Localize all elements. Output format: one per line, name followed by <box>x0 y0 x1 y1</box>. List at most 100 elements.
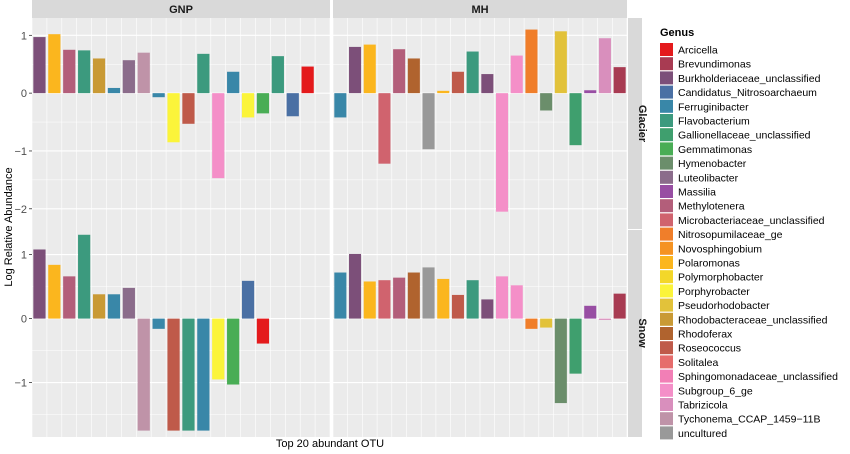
y-tick-label: −2 <box>14 204 27 216</box>
bar-tabrizicola <box>598 318 611 320</box>
legend-swatch-flavobacterium <box>660 114 673 127</box>
legend-label-solitalea: Solitalea <box>678 357 718 369</box>
y-axis: 1 0 −1 −2 1 0 −1 <box>14 30 32 390</box>
bar-burkholderiaceae-unclassified <box>349 46 362 94</box>
y-tick-label: 1 <box>21 30 27 42</box>
bar-polaromonas <box>48 264 61 319</box>
panel-gnp-snow <box>31 229 331 437</box>
legend-label-gallionellaceae-unclassified: Gallionellaceae_unclassified <box>678 130 811 142</box>
plot-panels <box>31 18 628 437</box>
bar-roseococcus <box>451 294 464 319</box>
legend-title: Genus <box>660 27 694 39</box>
legend-swatch-ferruginibacter <box>660 99 673 113</box>
legend-label-rhodoferax: Rhodoferax <box>678 329 733 341</box>
bar-roseococcus <box>167 318 180 431</box>
legend-swatch-massilia <box>660 185 673 198</box>
bar-uncultured <box>422 267 435 319</box>
legend-label-tabrizicola: Tabrizicola <box>678 400 728 412</box>
legend-label-brevundimonas: Brevundimonas <box>678 59 751 71</box>
strip-snow <box>628 230 642 437</box>
bar-luteolibacter <box>122 287 135 319</box>
legend-swatch-subgroup-6-ge <box>660 383 673 397</box>
legend-swatch-hymenobacter <box>660 156 673 170</box>
legend-label-subgroup-6-ge: Subgroup_6_ge <box>678 385 753 397</box>
bar-roseococcus <box>182 93 195 124</box>
bar-methylotenera <box>63 49 76 94</box>
bar-subgroup-6-ge <box>510 285 523 319</box>
legend-swatch-gemmatimonas <box>660 142 673 156</box>
legend-swatch-pseudorhodobacter <box>660 298 673 312</box>
legend-label-polaromonas: Polaromonas <box>678 258 740 270</box>
legend-swatch-gallionellaceae-unclassified <box>660 128 673 142</box>
legend-swatch-candidatus-nitrosoarchaeum <box>660 85 673 99</box>
bar-porphyrobacter <box>241 93 255 118</box>
legend-swatch-porphyrobacter <box>660 284 673 298</box>
legend-label-uncultured: uncultured <box>678 428 727 440</box>
bar-burkholderiaceae-unclassified <box>33 249 46 319</box>
legend-swatch-polymorphobacter <box>660 270 673 284</box>
bar-polaromonas <box>437 278 450 319</box>
legend-label-gemmatimonas: Gemmatimonas <box>678 144 752 156</box>
bar-ferruginibacter <box>227 71 240 94</box>
bar-burkholderiaceae-unclassified <box>481 299 494 319</box>
legend-swatch-solitalea <box>660 355 673 369</box>
bar-nitrosopumilaceae-ge <box>525 318 538 329</box>
bar-polaromonas <box>437 90 450 94</box>
legend-swatch-sphingomonadaceae-unclassified <box>660 369 673 383</box>
bar-hymenobacter <box>540 93 553 111</box>
strip-gnp <box>32 0 330 18</box>
legend-label-sphingomonadaceae-unclassified: Sphingomonadaceae_unclassified <box>678 371 838 383</box>
strip-label-mh: MH <box>471 4 488 16</box>
bar-pseudorhodobacter <box>554 31 567 94</box>
bar-arcicella <box>301 66 314 94</box>
legend-swatch-luteolibacter <box>660 170 673 184</box>
bar-uncultured <box>422 93 435 150</box>
bar-subgroup-6-ge <box>496 93 509 212</box>
legend-swatch-uncultured <box>660 426 673 440</box>
bar-ferruginibacter <box>152 318 165 329</box>
bar-flavobacterium <box>271 56 284 94</box>
y-tick-label: −1 <box>14 146 27 158</box>
legend-label-massilia: Massilia <box>678 187 716 199</box>
bar-methylotenera <box>63 276 76 319</box>
bar-gallionellaceae-unclassified <box>569 93 582 146</box>
facet-strips: GNP MH Glacier Snow <box>32 0 648 437</box>
bar-ferruginibacter <box>334 272 347 319</box>
bar-burkholderiaceae-unclassified <box>481 74 494 94</box>
bar-flavobacterium <box>466 280 479 319</box>
legend-swatch-novosphingobium <box>660 241 673 255</box>
strip-mh <box>333 0 627 18</box>
legend-swatch-tabrizicola <box>660 398 673 411</box>
legend-label-nitrosopumilaceae-ge: Nitrosopumilaceae_ge <box>678 229 783 241</box>
legend-swatch-roseococcus <box>660 341 673 355</box>
bar-tychonema-ccap-1459-11b <box>137 52 150 94</box>
legend-label-polymorphobacter: Polymorphobacter <box>678 272 764 284</box>
legend-label-hymenobacter: Hymenobacter <box>678 158 747 170</box>
bar-polaromonas <box>363 281 376 319</box>
legend-label-ferruginibacter: Ferruginibacter <box>678 101 749 113</box>
y-tick-label: −1 <box>14 378 27 390</box>
bar-luteolibacter <box>122 60 135 94</box>
legend-swatch-tychonema-ccap-1459-11b <box>660 412 673 426</box>
bar-roseococcus <box>451 71 464 94</box>
legend-swatch-rhodoferax <box>660 327 673 340</box>
bar-ferruginibacter <box>107 87 121 94</box>
legend-label-novosphingobium: Novosphingobium <box>678 243 762 255</box>
legend-swatch-polaromonas <box>660 256 673 269</box>
bar-flavobacterium <box>197 53 210 94</box>
panel-mh-snow <box>332 229 628 437</box>
bar-burkholderiaceae-unclassified <box>33 37 46 94</box>
legend-label-rhodobacteraceae-unclassified: Rhodobacteraceae_unclassified <box>678 314 828 326</box>
legend-label-luteolibacter: Luteolibacter <box>678 172 739 184</box>
x-axis-title: Top 20 abundant OTU <box>276 438 384 450</box>
bar-gemmatimonas <box>227 318 240 385</box>
legend-label-microbacteriaceae-unclassified: Microbacteriaceae_unclassified <box>678 215 825 227</box>
y-tick-label: 0 <box>21 88 27 100</box>
bar-subgroup-6-ge <box>496 276 509 319</box>
strip-label-snow: Snow <box>636 318 648 348</box>
legend-label-flavobacterium: Flavobacterium <box>678 116 750 128</box>
bar-microbacteriaceae-unclassified <box>378 280 391 319</box>
bar-microbacteriaceae-unclassified <box>378 93 391 164</box>
legend-label-pseudorhodobacter: Pseudorhodobacter <box>678 300 770 312</box>
bar-ferruginibacter <box>152 93 165 98</box>
